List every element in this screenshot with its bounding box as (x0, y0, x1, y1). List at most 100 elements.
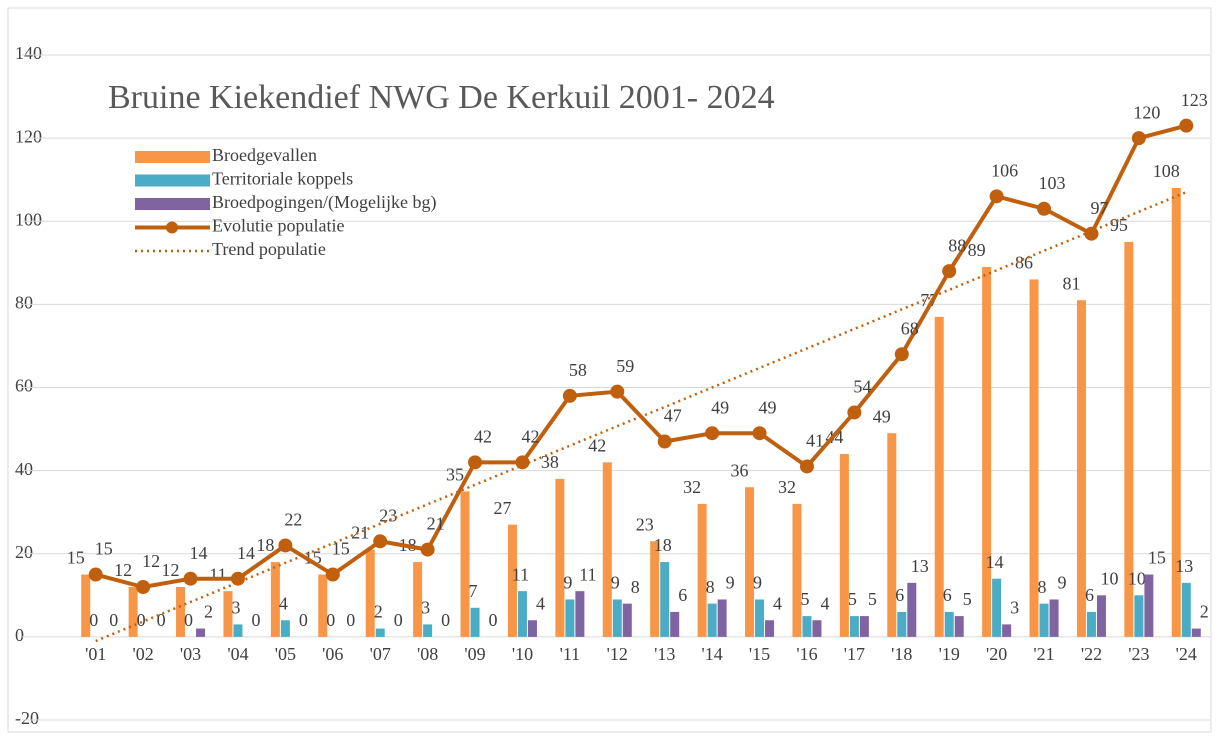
data-label: 0 (299, 610, 308, 630)
bar (859, 616, 869, 637)
bar (839, 454, 849, 637)
data-label: 106 (991, 160, 1018, 180)
x-tick-label: '07 (370, 644, 391, 664)
data-label: 22 (284, 510, 302, 530)
bar (1096, 595, 1106, 637)
legend-swatch (166, 221, 178, 234)
data-label: 108 (1153, 161, 1180, 181)
data-label: 0 (346, 610, 355, 630)
data-label: 12 (114, 560, 132, 580)
line-point (515, 455, 530, 470)
data-label: 120 (1133, 102, 1160, 122)
data-label: 95 (1110, 215, 1128, 235)
line-point (373, 534, 388, 549)
y-tick-label: 120 (15, 126, 42, 146)
bar (233, 624, 243, 637)
line-point (468, 455, 483, 470)
bar (755, 599, 765, 637)
y-tick-label: 20 (15, 542, 33, 562)
data-label: 42 (588, 435, 606, 455)
bar (1029, 279, 1039, 637)
bar (270, 562, 280, 637)
data-label: 0 (489, 610, 498, 630)
data-label: 49 (711, 397, 729, 417)
data-label: 11 (512, 564, 529, 584)
x-tick-label: '23 (1128, 644, 1149, 664)
line-point (799, 459, 814, 474)
bar (650, 541, 660, 637)
bar (622, 603, 632, 637)
data-label: 10 (1100, 568, 1118, 588)
x-tick-label: '09 (464, 644, 485, 664)
data-label: 4 (279, 593, 288, 613)
line-point (705, 426, 720, 441)
data-label: 58 (569, 360, 587, 380)
data-label: 23 (636, 514, 654, 534)
y-tick-label: 0 (15, 625, 24, 645)
bar (575, 591, 585, 637)
bar (507, 524, 517, 637)
data-label: 0 (137, 610, 146, 630)
data-label: 49 (873, 406, 891, 426)
data-label: 42 (474, 426, 492, 446)
legend-label: Trend populatie (212, 239, 326, 259)
bar (812, 620, 822, 637)
y-tick-label: 40 (15, 459, 33, 479)
line-point (1131, 131, 1146, 146)
bar (413, 562, 423, 637)
data-label: 0 (441, 610, 450, 630)
chart-title: Bruine Kiekendief NWG De Kerkuil 2001- 2… (108, 79, 775, 116)
bar (375, 628, 385, 637)
bar (176, 587, 186, 637)
x-tick-label: '11 (560, 644, 581, 664)
line-point (88, 567, 103, 582)
line-point (136, 580, 151, 594)
data-label: 11 (579, 564, 596, 584)
data-label: 15 (1148, 548, 1166, 568)
bar (717, 599, 727, 637)
y-tick-label: 140 (15, 43, 42, 63)
data-label: 2 (374, 602, 383, 622)
data-label: 13 (1175, 556, 1193, 576)
line-point (657, 434, 672, 449)
bar (1076, 300, 1086, 637)
bar (897, 611, 907, 637)
bar (982, 266, 992, 637)
x-tick-label: '08 (417, 644, 438, 664)
data-label: 49 (759, 397, 777, 417)
bar (460, 491, 470, 637)
bar (1134, 595, 1144, 637)
bar (765, 620, 775, 637)
line-point (230, 571, 245, 586)
data-label: 23 (379, 505, 397, 525)
data-label: 14 (986, 552, 1004, 572)
bar (128, 587, 138, 637)
data-label: 6 (1085, 585, 1094, 605)
x-tick-label: '01 (85, 644, 106, 664)
data-label: 8 (1038, 577, 1047, 597)
data-label: 15 (67, 548, 85, 568)
x-tick-label: '20 (986, 644, 1007, 664)
bar (944, 611, 954, 637)
line-point (610, 384, 625, 399)
bar (223, 591, 233, 637)
bar (81, 574, 91, 637)
data-label: 9 (753, 573, 762, 593)
data-label: 6 (895, 585, 904, 605)
data-label: 11 (209, 564, 226, 584)
data-label: 38 (541, 452, 559, 472)
data-label: 9 (726, 573, 735, 593)
data-label: 12 (142, 551, 160, 571)
data-label: 3 (421, 598, 430, 618)
data-label: 15 (332, 539, 350, 559)
data-label: 13 (911, 556, 929, 576)
bar (565, 599, 575, 637)
legend-label: Broedpogingen/(Mogelijke bg) (212, 192, 436, 213)
x-tick-label: '02 (133, 644, 154, 664)
data-label: 0 (184, 610, 193, 630)
bar (707, 603, 717, 637)
bar (517, 591, 527, 637)
data-label: 32 (683, 477, 701, 497)
bar (365, 549, 375, 637)
bar (802, 616, 812, 637)
